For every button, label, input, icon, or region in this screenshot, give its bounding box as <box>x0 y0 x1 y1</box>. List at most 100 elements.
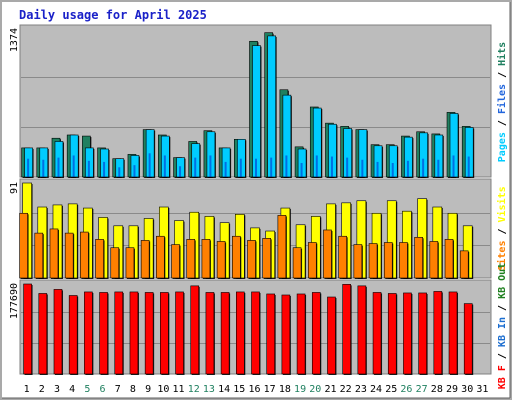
pages-bar <box>361 159 364 177</box>
day-label: 9 <box>145 384 151 395</box>
sites-bar <box>125 247 135 279</box>
kbytes-bar <box>190 285 200 375</box>
day-label: 2 <box>39 384 45 395</box>
kbytes-legend-part: KB Out <box>497 263 508 299</box>
files-bar <box>252 45 261 178</box>
day-label: 19 <box>294 384 306 395</box>
hits-legend: Pages / Files / Hits <box>496 42 508 162</box>
files-bar <box>176 157 185 178</box>
files-bar <box>24 147 33 178</box>
pages-bar <box>255 158 257 177</box>
pages-bar <box>422 158 425 177</box>
kbytes-bar <box>144 292 154 375</box>
pages-bar <box>330 156 333 177</box>
files-bar <box>464 127 474 178</box>
pages-bar <box>103 161 106 177</box>
files-bar <box>115 158 125 178</box>
sites-bar <box>232 235 241 279</box>
files-bar <box>145 129 155 178</box>
day-label: 29 <box>446 384 458 395</box>
sites-bar <box>95 239 104 279</box>
files-bar <box>434 134 444 178</box>
pages-bar <box>391 162 394 177</box>
day-label: 23 <box>355 384 367 395</box>
kbytes-bar <box>311 292 321 375</box>
pages-bar <box>72 155 75 177</box>
files-bar <box>237 138 246 178</box>
kbytes-bar <box>84 291 93 375</box>
kbytes-bar <box>99 292 108 375</box>
pages-bar <box>163 155 166 177</box>
sites-bar <box>353 244 363 279</box>
sites-bar <box>414 236 423 279</box>
pages-bar <box>209 155 212 177</box>
kbytes-axis-max-label: 177690 <box>9 283 20 319</box>
pages-bar <box>315 155 318 177</box>
kbytes-bar <box>357 285 367 375</box>
day-label: 21 <box>324 384 336 395</box>
pages-bar <box>27 158 30 177</box>
kbytes-bar <box>418 292 427 375</box>
sites-bar <box>459 250 469 279</box>
kbytes-bar <box>463 303 473 375</box>
kbytes-legend-part: KB In <box>497 317 508 347</box>
day-label: 25 <box>385 384 397 395</box>
files-bar <box>297 148 307 178</box>
kbytes-bar <box>266 293 275 375</box>
kbytes-bar <box>448 291 458 375</box>
pages-bar <box>42 159 45 177</box>
kbytes-bar <box>53 289 63 375</box>
kbytes-legend: KB F / KB In / KB Out <box>497 263 508 389</box>
files-bar <box>69 134 79 178</box>
sites-bar <box>399 242 408 279</box>
visits-legend-part: Sites <box>496 241 508 271</box>
sites-bar <box>19 212 28 279</box>
kbytes-bar <box>433 291 443 375</box>
sites-bar <box>444 239 454 279</box>
files-bar <box>100 148 109 178</box>
kbytes-bar <box>236 291 245 375</box>
files-bar <box>39 147 49 178</box>
pages-bar <box>118 167 121 177</box>
sites-bar <box>323 229 332 279</box>
files-bar <box>449 113 459 178</box>
kbytes-bar <box>372 292 382 375</box>
day-label: 28 <box>431 384 443 395</box>
sites-bar <box>80 231 89 279</box>
chart-title: Daily usage for April 2025 <box>19 8 207 22</box>
sites-bar <box>368 243 378 279</box>
day-label: 5 <box>84 384 90 395</box>
day-label: 8 <box>130 384 136 395</box>
day-label: 22 <box>340 384 352 395</box>
files-bar <box>54 141 64 178</box>
pages-bar <box>148 153 151 177</box>
day-label: 7 <box>115 384 121 395</box>
files-bar <box>85 147 94 178</box>
sites-bar <box>34 232 44 279</box>
kbytes-bar <box>160 292 169 375</box>
kbytes-bar <box>327 296 336 375</box>
day-label: 17 <box>264 384 276 395</box>
files-bar <box>358 129 368 178</box>
day-label: 1 <box>24 384 30 395</box>
day-label: 10 <box>157 384 169 395</box>
hits-legend-part: / <box>497 66 508 84</box>
pages-bar <box>57 157 60 177</box>
pages-bar <box>300 162 303 177</box>
kbytes-legend-part: / <box>497 347 508 365</box>
sites-bar <box>292 247 302 279</box>
kbytes-bar <box>114 291 124 375</box>
day-label: 20 <box>309 384 321 395</box>
pages-bar <box>133 165 136 177</box>
hits-legend-part: Pages <box>497 132 508 162</box>
files-bar <box>191 143 201 178</box>
sites-bar <box>383 242 393 279</box>
sites-bar <box>216 241 226 279</box>
kbytes-bar <box>205 292 215 375</box>
day-label: 6 <box>100 384 106 395</box>
sites-bar <box>338 235 347 279</box>
hits-legend-part: Hits <box>496 42 508 66</box>
day-label: 4 <box>69 384 75 395</box>
